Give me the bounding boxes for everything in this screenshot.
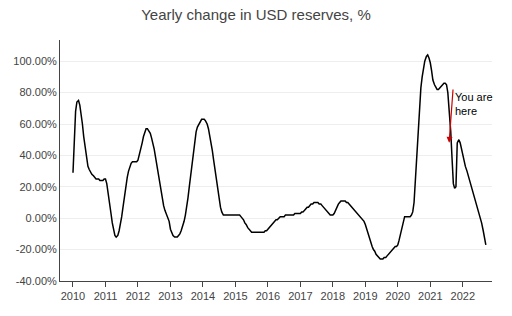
svg-text:2015: 2015 (223, 290, 247, 302)
svg-text:2016: 2016 (256, 290, 280, 302)
svg-text:2019: 2019 (353, 290, 377, 302)
svg-text:0.00%: 0.00% (26, 212, 57, 224)
svg-text:2022: 2022 (451, 290, 475, 302)
svg-text:2014: 2014 (191, 290, 215, 302)
svg-text:20.00%: 20.00% (19, 181, 57, 193)
svg-text:2018: 2018 (321, 290, 345, 302)
svg-text:-40.00%: -40.00% (16, 275, 57, 287)
svg-text:-20.00%: -20.00% (16, 243, 57, 255)
svg-text:2013: 2013 (158, 290, 182, 302)
svg-text:2021: 2021 (418, 290, 442, 302)
svg-text:40.00%: 40.00% (19, 149, 57, 161)
svg-text:2011: 2011 (94, 290, 118, 302)
svg-text:Yearly change in USD reserves,: Yearly change in USD reserves, % (141, 6, 371, 23)
svg-text:80.00%: 80.00% (19, 86, 57, 98)
svg-text:100.00%: 100.00% (13, 55, 57, 67)
svg-text:2017: 2017 (288, 290, 312, 302)
svg-text:2010: 2010 (61, 290, 85, 302)
svg-text:2020: 2020 (386, 290, 410, 302)
svg-text:60.00%: 60.00% (19, 118, 57, 130)
svg-text:You arehere: You arehere (455, 91, 493, 117)
svg-text:2012: 2012 (126, 290, 150, 302)
